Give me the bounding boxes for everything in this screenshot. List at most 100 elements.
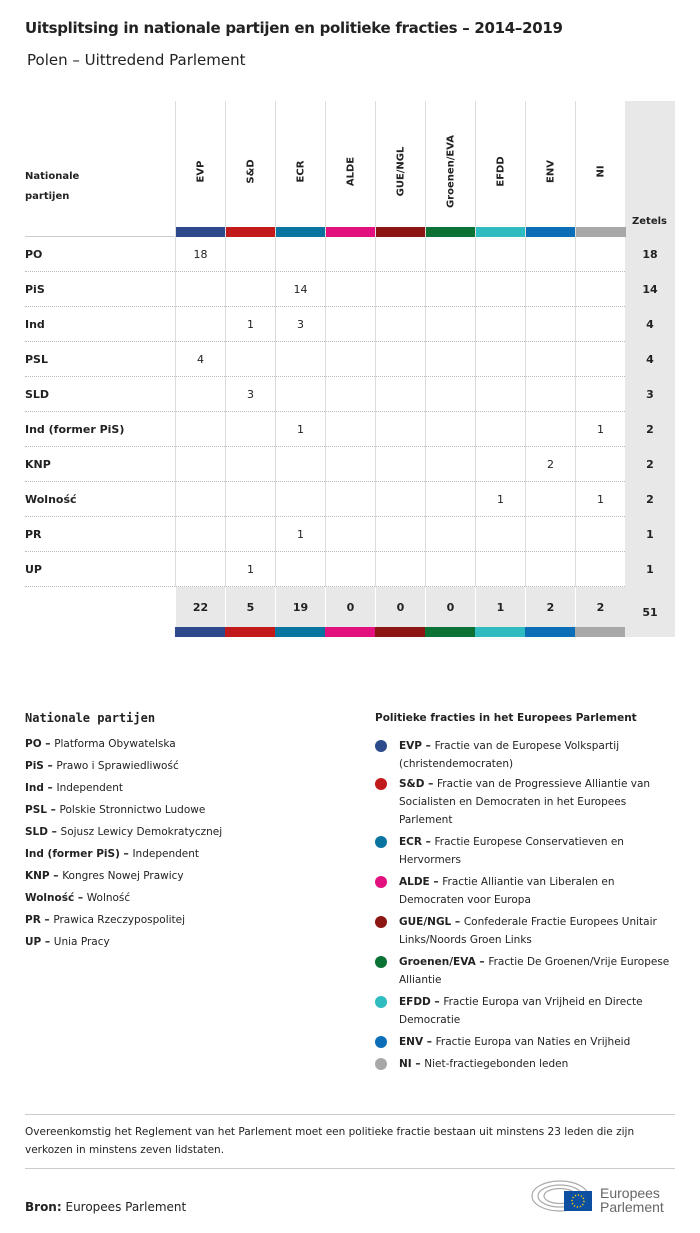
column-header: S&D bbox=[225, 101, 276, 237]
seat-cell bbox=[525, 307, 575, 342]
legend-abbr: EFDD bbox=[399, 996, 431, 1008]
legend-party-item: PSL – Polskie Stronnictwo Ludowe bbox=[25, 804, 206, 816]
legend-group-item: ENV – Fractie Europa van Naties en Vrijh… bbox=[375, 1033, 675, 1051]
seat-cell bbox=[325, 307, 375, 342]
legend-group-item: ALDE – Fractie Alliantie van Liberalen e… bbox=[375, 873, 675, 909]
seat-cell bbox=[425, 412, 475, 447]
seat-cell bbox=[475, 447, 525, 482]
seat-cell bbox=[275, 482, 325, 517]
seat-cell bbox=[175, 307, 225, 342]
svg-text:Parlement: Parlement bbox=[600, 1199, 664, 1214]
column-header: EVP bbox=[175, 101, 226, 237]
europees-parlement-logo: Europees Parlement bbox=[530, 1178, 675, 1215]
group-color-dot bbox=[375, 740, 387, 752]
seat-cell bbox=[175, 377, 225, 412]
seat-cell bbox=[375, 272, 425, 307]
seat-cell bbox=[425, 342, 475, 377]
seat-cell bbox=[475, 552, 525, 587]
seat-cell bbox=[225, 517, 275, 552]
seat-cell: 1 bbox=[575, 412, 625, 447]
seat-cell bbox=[575, 272, 625, 307]
table-header: Nationale partijen Zetels EVP S&D ECR ALDE G… bbox=[25, 101, 675, 237]
legend-group-item: EFDD – Fractie Europa van Vrijheid en Di… bbox=[375, 993, 675, 1029]
legend-name: Fractie De Groenen/Vrije Europese Allian… bbox=[399, 956, 670, 986]
source-value: Europees Parlement bbox=[65, 1200, 187, 1214]
legend-abbr: S&D bbox=[399, 778, 425, 790]
legend-abbr: NI bbox=[399, 1058, 412, 1070]
legend-abbr: PR bbox=[25, 914, 41, 926]
table-row: Ind (former PiS) 1 1 2 bbox=[25, 412, 675, 447]
seat-cell bbox=[325, 447, 375, 482]
row-total: 14 bbox=[625, 272, 675, 307]
legend-abbr: ENV bbox=[399, 1036, 424, 1048]
legend-name: Polskie Stronnictwo Ludowe bbox=[59, 804, 206, 816]
seat-cell bbox=[225, 237, 275, 272]
seat-cell bbox=[525, 237, 575, 272]
group-total: 19 bbox=[275, 587, 325, 627]
table-row: PiS 14 14 bbox=[25, 272, 675, 307]
legend-name: Fractie Europa van Vrijheid en Directe D… bbox=[399, 996, 643, 1026]
seat-cell bbox=[525, 342, 575, 377]
group-total: 0 bbox=[325, 587, 375, 627]
column-header: ALDE bbox=[325, 101, 376, 237]
table-row: Wolność 1 1 2 bbox=[25, 482, 675, 517]
seat-cell bbox=[475, 412, 525, 447]
legend-name: Fractie Europa van Naties en Vrijheid bbox=[435, 1036, 631, 1048]
column-label: EVP bbox=[195, 160, 206, 183]
seat-cell bbox=[375, 482, 425, 517]
seat-cell bbox=[525, 482, 575, 517]
column-header: ENV bbox=[525, 101, 576, 237]
group-color-dot bbox=[375, 956, 387, 968]
legend-party-item: KNP – Kongres Nowej Prawicy bbox=[25, 870, 184, 882]
row-total: 1 bbox=[625, 552, 675, 587]
group-color-bar bbox=[325, 627, 375, 637]
seat-cell bbox=[225, 482, 275, 517]
table-row: PO 18 18 bbox=[25, 237, 675, 272]
legend-party-item: Ind – Independent bbox=[25, 782, 124, 794]
seat-cell bbox=[175, 272, 225, 307]
row-total: 3 bbox=[625, 377, 675, 412]
column-label: GUE/NGL bbox=[395, 146, 406, 197]
group-color-bar bbox=[376, 227, 426, 237]
group-color-dot bbox=[375, 836, 387, 848]
group-color-bar bbox=[425, 627, 475, 637]
group-color-bar bbox=[225, 627, 275, 637]
party-label: PSL bbox=[25, 353, 48, 366]
seat-cell bbox=[425, 552, 475, 587]
legend-name: Fractie van de Europese Volkspartij (chr… bbox=[399, 740, 620, 770]
table-row: PR 1 1 bbox=[25, 517, 675, 552]
footnote: Overeenkomstig het Reglement van het Par… bbox=[25, 1126, 635, 1156]
seat-cell bbox=[375, 237, 425, 272]
grand-total: 51 bbox=[625, 587, 675, 637]
legend-group-item: S&D – Fractie van de Progressieve Allian… bbox=[375, 775, 675, 829]
legend-group-item: Groenen/EVA – Fractie De Groenen/Vrije E… bbox=[375, 953, 675, 989]
seat-cell bbox=[475, 237, 525, 272]
column-header: Groenen/EVA bbox=[425, 101, 476, 237]
column-label: ECR bbox=[295, 160, 306, 183]
group-color-bar bbox=[175, 627, 225, 637]
party-label: PiS bbox=[25, 283, 45, 296]
seat-cell bbox=[225, 342, 275, 377]
seat-cell bbox=[225, 272, 275, 307]
group-total: 1 bbox=[475, 587, 525, 627]
row-total: 4 bbox=[625, 342, 675, 377]
group-color-bar bbox=[575, 627, 625, 637]
legend-party-item: SLD – Sojusz Lewicy Demokratycznej bbox=[25, 826, 223, 838]
group-color-bar bbox=[326, 227, 376, 237]
seat-cell bbox=[425, 447, 475, 482]
seat-cell bbox=[325, 482, 375, 517]
row-total: 2 bbox=[625, 482, 675, 517]
party-label: Ind bbox=[25, 318, 45, 331]
legend-name: Kongres Nowej Prawicy bbox=[62, 870, 184, 882]
seat-cell bbox=[525, 377, 575, 412]
seat-cell bbox=[175, 552, 225, 587]
seat-cell bbox=[175, 412, 225, 447]
legend-abbr: Ind bbox=[25, 782, 44, 794]
seat-cell bbox=[375, 552, 425, 587]
seat-cell: 1 bbox=[275, 517, 325, 552]
group-total: 22 bbox=[175, 587, 225, 627]
source: Bron: Europees Parlement bbox=[25, 1200, 186, 1214]
seat-cell bbox=[475, 272, 525, 307]
seat-cell bbox=[325, 237, 375, 272]
seat-cell bbox=[475, 377, 525, 412]
